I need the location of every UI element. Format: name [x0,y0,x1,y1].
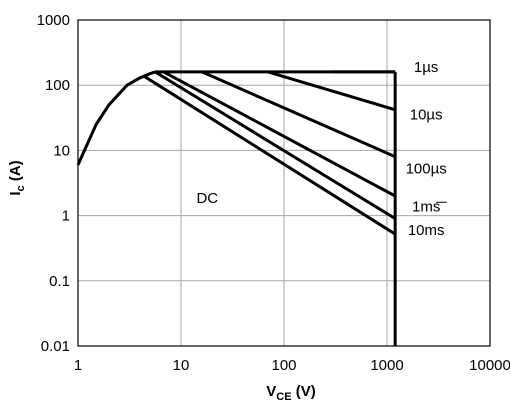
x-tick-label: 10 [173,357,190,374]
curves [76,70,397,346]
y-axis-label-unit: (A) [7,160,24,185]
y-axis-label-sub: c [15,185,27,191]
dc-annotation: DC [196,190,218,207]
y-axis-label: Ic (A) [7,160,27,195]
y-tick-label: 100 [45,77,70,94]
series-label: 1ms [412,199,440,216]
y-tick-label: 10 [53,142,70,159]
y-tick-label: 1 [62,208,70,225]
x-tick-labels: 1 10 100 1000 10000 [74,357,510,374]
x-tick-label: 1 [74,357,82,374]
series-labels: 1µs 10µs 100µs 1ms 10ms DC [196,59,446,239]
x-axis-label-unit: (V) [292,383,316,400]
x-tick-label: 100 [271,357,296,374]
plot-frame [77,19,491,347]
series-line [154,70,396,220]
x-axis-label-sub: CE [276,391,291,403]
x-axis-label-main: V [266,383,276,400]
series-label: 1µs [414,59,439,76]
x-tick-label: 10000 [469,357,510,374]
y-tick-label: 0.1 [49,273,70,290]
y-axis-label-main: I [7,191,24,195]
series-line [162,70,396,198]
y-tick-labels: 0.01 0.1 1 10 100 1000 [37,12,70,355]
x-axis-label: VCE (V) [266,383,315,403]
series-line [142,74,396,236]
series-label: 100µs [406,161,447,178]
series-line [267,70,396,112]
series-line [201,70,396,159]
x-tick-label: 1000 [370,357,403,374]
y-tick-label: 0.01 [41,338,70,355]
series-label: 10ms [408,222,445,239]
knee-curve [76,70,156,166]
y-tick-label: 1000 [37,12,70,29]
series-label: 10µs [410,106,443,123]
